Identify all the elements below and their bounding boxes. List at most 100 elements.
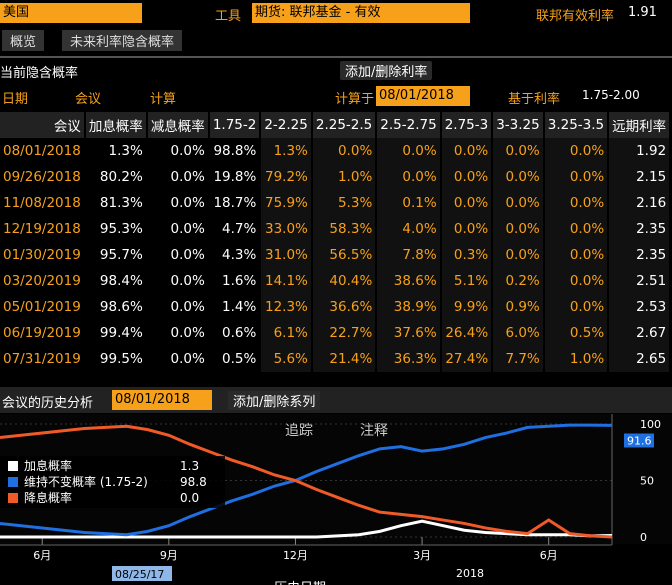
table-cell: 1.92	[608, 138, 672, 164]
table-row: 07/31/2019 99.5% 0.0% 0.5% 5.6% 21.4% 36.3% 27.…	[0, 346, 672, 372]
table-cell: 0.0%	[543, 190, 610, 216]
table-cell: 07/31/2019	[0, 346, 86, 372]
date-label: 日期	[2, 92, 29, 107]
table-row: 08/01/2018 1.3% 0.0% 98.8% 1.3% 0.0% 0.0% 0.0% 0…	[0, 138, 672, 164]
x-tick-label: 9月	[160, 549, 178, 562]
table-cell: 26.4%	[440, 320, 494, 346]
table-cell: 08/01/2018	[0, 138, 86, 164]
y-tick-label: 100	[640, 418, 661, 431]
table-row: 06/19/2019 99.4% 0.0% 0.6% 6.1% 22.7% 37.6% 26.…	[0, 320, 672, 346]
tab[interactable]: 未来利率隐含概率	[62, 30, 183, 51]
table-cell: 0.0%	[146, 242, 210, 268]
table-cell: 0.0%	[440, 216, 494, 242]
table-cell: 5.1%	[440, 268, 494, 294]
table-cell: 5.6%	[260, 346, 313, 372]
table-cell: 5.3%	[311, 190, 378, 216]
table-cell: 95.3%	[84, 216, 148, 242]
legend-value: 1.3	[180, 459, 199, 473]
table-cell: 0.5%	[208, 346, 262, 372]
table-cell: 98.4%	[84, 268, 148, 294]
tool-button[interactable]: 注释	[360, 423, 388, 439]
header-cell: 2.75-3	[440, 112, 494, 138]
table-cell: 19.8%	[208, 164, 262, 190]
table-cell: 75.9%	[260, 190, 313, 216]
header-cell: 2.25-2.5	[311, 112, 378, 138]
header-cell: 会议	[0, 112, 86, 138]
table-cell: 2.65	[608, 346, 672, 372]
table-cell: 7.7%	[492, 346, 545, 372]
tab[interactable]: 概览	[2, 30, 45, 51]
header-cell: 2-2.25	[260, 112, 313, 138]
series-line	[0, 519, 613, 539]
table-cell: 03/20/2019	[0, 268, 86, 294]
table-cell: 12/19/2018	[0, 216, 86, 242]
header-row: 会议 加息概率 减息概率 1.75-2 2-2.25 2.25-2.5 2.5-2.75 2.…	[0, 112, 672, 138]
table-cell: 0.0%	[492, 216, 545, 242]
table-cell: 2.51	[608, 268, 672, 294]
legend-bg	[0, 456, 225, 508]
legend-value: 0.0	[180, 491, 199, 505]
header-cell: 1.75-2	[208, 112, 262, 138]
table-cell: 56.5%	[311, 242, 378, 268]
table-cell: 0.0%	[543, 268, 610, 294]
table-cell: 0.0%	[492, 138, 545, 164]
radio-meeting[interactable]: 会议	[75, 92, 102, 107]
table-cell: 01/30/2019	[0, 242, 86, 268]
table-cell: 6.0%	[492, 320, 545, 346]
table-cell: 40.4%	[311, 268, 378, 294]
table-cell: 36.6%	[311, 294, 378, 320]
table-cell: 36.3%	[376, 346, 442, 372]
table-cell: 58.3%	[311, 216, 378, 242]
table-cell: 0.0%	[311, 138, 378, 164]
table-cell: 27.4%	[440, 346, 494, 372]
table-row: 03/20/2019 98.4% 0.0% 1.6% 14.1% 40.4% 38.6% 5.…	[0, 268, 672, 294]
table-cell: 0.0%	[543, 164, 610, 190]
divider	[0, 56, 672, 58]
table-cell: 37.6%	[376, 320, 442, 346]
instrument-select[interactable]: 期货: 联邦基金 - 有效	[252, 3, 470, 23]
table-cell: 0.0%	[146, 294, 210, 320]
table-cell: 38.9%	[376, 294, 442, 320]
base-value: 1.75-2.00	[582, 88, 640, 102]
table-cell: 0.0%	[492, 164, 545, 190]
header-cell: 减息概率	[146, 112, 210, 138]
table-cell: 2.35	[608, 242, 672, 268]
y-tick-label: 50	[640, 475, 654, 488]
table-cell: 0.0%	[146, 346, 210, 372]
table-row: 05/01/2019 98.6% 0.0% 1.4% 12.3% 36.6% 38.9% 9.…	[0, 294, 672, 320]
series-line	[0, 423, 613, 537]
table-row: 11/08/2018 81.3% 0.0% 18.7% 75.9% 5.3% 0.1% 0.0…	[0, 190, 672, 216]
table-cell: 1.6%	[208, 268, 262, 294]
calc-date-input[interactable]: 08/01/2018	[376, 86, 470, 106]
x-tick-label: 3月	[413, 549, 431, 562]
probability-table: 会议 加息概率 减息概率 1.75-2 2-2.25 2.25-2.5 2.5-2.75 2.…	[0, 112, 672, 372]
table-cell: 1.0%	[543, 346, 610, 372]
table-cell: 81.3%	[84, 190, 148, 216]
table-cell: 0.0%	[440, 138, 494, 164]
table-cell: 0.0%	[543, 216, 610, 242]
table-cell: 99.5%	[84, 346, 148, 372]
table-cell: 4.3%	[208, 242, 262, 268]
table-cell: 4.0%	[376, 216, 442, 242]
history-date-input[interactable]: 08/01/2018	[112, 390, 212, 410]
table-cell: 18.7%	[208, 190, 262, 216]
country-input[interactable]: 美国	[0, 3, 142, 23]
legend-value: 98.8	[180, 475, 207, 489]
table-cell: 0.0%	[440, 164, 494, 190]
last-value-tag	[624, 433, 654, 448]
legend-swatch	[8, 477, 18, 487]
legend-label: 维持不变概率 (1.75-2)	[24, 474, 148, 489]
table-cell: 95.7%	[84, 242, 148, 268]
table-cell: 6.1%	[260, 320, 313, 346]
rate-value: 1.91	[628, 5, 657, 20]
table-cell: 80.2%	[84, 164, 148, 190]
tool-button[interactable]: 追踪	[285, 423, 313, 439]
header-cell: 远期利率	[608, 112, 672, 138]
radio-calc[interactable]: 计算	[150, 92, 177, 107]
add-rate-button[interactable]: 添加/删除利率	[340, 61, 433, 80]
add-series-button[interactable]: 添加/删除系列	[228, 391, 321, 410]
table-cell: 31.0%	[260, 242, 313, 268]
table-cell: 0.0%	[146, 268, 210, 294]
